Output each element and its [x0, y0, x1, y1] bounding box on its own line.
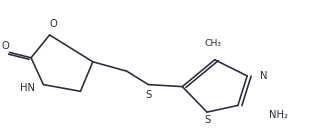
Text: O: O [50, 19, 58, 29]
Text: O: O [2, 41, 10, 51]
Text: CH₃: CH₃ [205, 39, 222, 48]
Text: NH₂: NH₂ [269, 110, 288, 120]
Text: S: S [204, 115, 210, 125]
Text: N: N [259, 71, 267, 81]
Text: S: S [145, 90, 151, 100]
Text: HN: HN [20, 83, 35, 93]
